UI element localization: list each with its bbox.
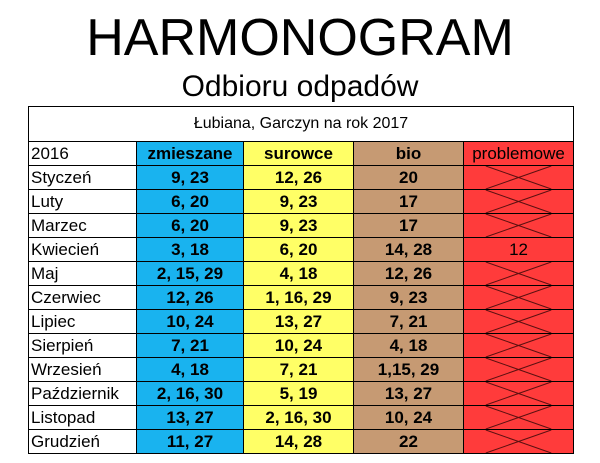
bio-cell: 13, 27 [353, 381, 464, 406]
month-cell: Lipiec [28, 309, 137, 334]
bio-cell: 9, 23 [353, 285, 464, 310]
page-subtitle: Odbioru odpadów [181, 70, 419, 103]
problemowe-empty-cell [462, 405, 575, 430]
problemowe-empty-cell [462, 189, 575, 214]
surowce-cell: 2, 16, 30 [243, 405, 354, 430]
cross-mark-icon [464, 214, 573, 237]
header-zmieszane: zmieszane [136, 141, 244, 166]
header-problemowe: problemowe [462, 141, 575, 166]
zmieszane-cell: 6, 20 [136, 213, 244, 238]
cross-mark-icon [464, 382, 573, 405]
month-cell: Grudzień [28, 429, 137, 454]
table-row: Grudzień 11, 27 14, 28 22 [28, 429, 575, 454]
problemowe-empty-cell [462, 333, 575, 358]
month-cell: Czerwiec [28, 285, 137, 310]
table-row: Lipiec 10, 24 13, 27 7, 21 [28, 309, 575, 334]
zmieszane-cell: 6, 20 [136, 189, 244, 214]
problemowe-empty-cell [462, 357, 575, 382]
problemowe-empty-cell [462, 213, 575, 238]
month-cell: Wrzesień [28, 357, 137, 382]
bio-cell: 7, 21 [353, 309, 464, 334]
cross-mark-icon [464, 358, 573, 381]
cross-mark-icon [464, 262, 573, 285]
table-row: Czerwiec 12, 26 1, 16, 29 9, 23 [28, 285, 575, 310]
problemowe-empty-cell [462, 309, 575, 334]
zmieszane-cell: 3, 18 [136, 237, 244, 262]
zmieszane-cell: 13, 27 [136, 405, 244, 430]
problemowe-empty-cell [462, 285, 575, 310]
surowce-cell: 4, 18 [243, 261, 354, 286]
table-row: Maj 2, 15, 29 4, 18 12, 26 [28, 261, 575, 286]
bio-cell: 10, 24 [353, 405, 464, 430]
zmieszane-cell: 10, 24 [136, 309, 244, 334]
header-surowce: surowce [243, 141, 354, 166]
month-cell: Maj [28, 261, 137, 286]
surowce-cell: 1, 16, 29 [243, 285, 354, 310]
cross-mark-icon [464, 406, 573, 429]
month-cell: Sierpień [28, 333, 137, 358]
zmieszane-cell: 12, 26 [136, 285, 244, 310]
month-cell: Kwiecień [28, 237, 137, 262]
caption-row: Łubiana, Garczyn na rok 2017 [27, 106, 575, 142]
header-year: 2016 [28, 141, 137, 166]
surowce-cell: 12, 26 [243, 165, 354, 190]
cross-mark-icon [464, 166, 573, 189]
cross-mark-icon [464, 430, 573, 453]
surowce-cell: 9, 23 [243, 213, 354, 238]
bio-cell: 17 [353, 213, 464, 238]
zmieszane-cell: 9, 23 [136, 165, 244, 190]
problemowe-empty-cell [462, 165, 575, 190]
table-row: Luty 6, 20 9, 23 17 [28, 189, 575, 214]
surowce-cell: 5, 19 [243, 381, 354, 406]
zmieszane-cell: 2, 15, 29 [136, 261, 244, 286]
month-cell: Marzec [28, 213, 137, 238]
bio-cell: 12, 26 [353, 261, 464, 286]
zmieszane-cell: 7, 21 [136, 333, 244, 358]
table-row: Kwiecień 3, 18 6, 20 14, 28 12 [28, 237, 575, 262]
table-row: Marzec 6, 20 9, 23 17 [28, 213, 575, 238]
month-cell: Luty [28, 189, 137, 214]
page-title: HARMONOGRAM [86, 9, 514, 67]
table-caption: Łubiana, Garczyn na rok 2017 [27, 106, 575, 142]
table-row: Październik 2, 16, 30 5, 19 13, 27 [28, 381, 575, 406]
cross-mark-icon [464, 310, 573, 333]
problemowe-empty-cell [462, 381, 575, 406]
zmieszane-cell: 11, 27 [136, 429, 244, 454]
table-row: Sierpień 7, 21 10, 24 4, 18 [28, 333, 575, 358]
cross-mark-icon [464, 334, 573, 357]
surowce-cell: 9, 23 [243, 189, 354, 214]
table-row: Styczeń 9, 23 12, 26 20 [28, 165, 575, 190]
cross-mark-icon [464, 190, 573, 213]
surowce-cell: 7, 21 [243, 357, 354, 382]
table-row: Wrzesień 4, 18 7, 21 1,15, 29 [28, 357, 575, 382]
bio-cell: 20 [353, 165, 464, 190]
problemowe-empty-cell [462, 429, 575, 454]
problemowe-empty-cell [462, 261, 575, 286]
header-row: 2016 zmieszane surowce bio problemowe [28, 141, 575, 166]
surowce-cell: 14, 28 [243, 429, 354, 454]
month-cell: Listopad [28, 405, 137, 430]
month-cell: Październik [28, 381, 137, 406]
header-bio: bio [353, 141, 464, 166]
surowce-cell: 10, 24 [243, 333, 354, 358]
schedule-table: Łubiana, Garczyn na rok 2017 2016 zmiesz… [27, 106, 575, 454]
surowce-cell: 13, 27 [243, 309, 354, 334]
bio-cell: 4, 18 [353, 333, 464, 358]
table-row: Listopad 13, 27 2, 16, 30 10, 24 [28, 405, 575, 430]
bio-cell: 22 [353, 429, 464, 454]
month-cell: Styczeń [28, 165, 137, 190]
bio-cell: 1,15, 29 [353, 357, 464, 382]
problemowe-cell: 12 [462, 237, 575, 262]
zmieszane-cell: 4, 18 [136, 357, 244, 382]
zmieszane-cell: 2, 16, 30 [136, 381, 244, 406]
bio-cell: 14, 28 [353, 237, 464, 262]
surowce-cell: 6, 20 [243, 237, 354, 262]
cross-mark-icon [464, 286, 573, 309]
bio-cell: 17 [353, 189, 464, 214]
